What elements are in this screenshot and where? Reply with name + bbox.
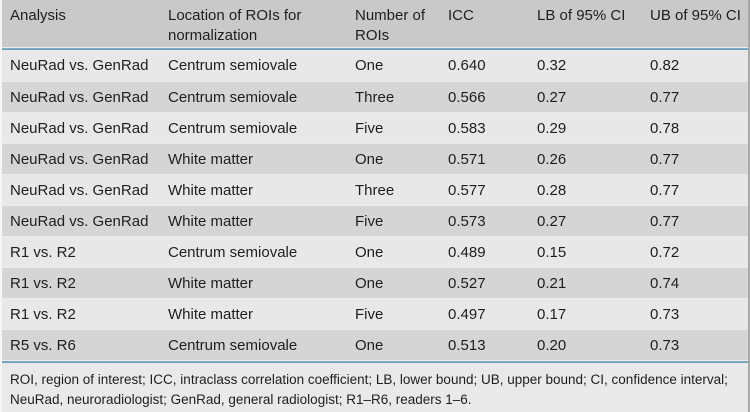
blue-divider-line — [0, 360, 750, 363]
cell-number-of-rois: One — [355, 50, 448, 81]
cell-location: Centrum semiovale — [168, 112, 355, 143]
cell-analysis: NeuRad vs. GenRad — [0, 174, 168, 205]
cell-analysis: NeuRad vs. GenRad — [0, 205, 168, 236]
cell-location: Centrum semiovale — [168, 329, 355, 360]
cell-ub-ci: 0.73 — [650, 329, 750, 360]
cell-ub-ci: 0.77 — [650, 81, 750, 112]
table-row: R5 vs. R6 Centrum semiovale One 0.513 0.… — [0, 329, 750, 360]
cell-analysis: NeuRad vs. GenRad — [0, 81, 168, 112]
cell-number-of-rois: Three — [355, 174, 448, 205]
cell-icc: 0.566 — [448, 81, 537, 112]
cell-icc: 0.527 — [448, 267, 537, 298]
cell-number-of-rois: Three — [355, 81, 448, 112]
cell-number-of-rois: One — [355, 329, 448, 360]
table-row: R1 vs. R2 White matter One 0.527 0.21 0.… — [0, 267, 750, 298]
table-header: Analysis Location of ROIs for normalizat… — [0, 0, 750, 50]
data-table: Analysis Location of ROIs for normalizat… — [0, 0, 750, 363]
cell-ub-ci: 0.74 — [650, 267, 750, 298]
cell-ub-ci: 0.77 — [650, 143, 750, 174]
cell-ub-ci: 0.77 — [650, 174, 750, 205]
table-footnote: ROI, region of interest; ICC, intraclass… — [0, 363, 750, 412]
cell-lb-ci: 0.26 — [537, 143, 650, 174]
cell-location: Centrum semiovale — [168, 50, 355, 81]
cell-lb-ci: 0.17 — [537, 298, 650, 329]
cell-icc: 0.513 — [448, 329, 537, 360]
table-row: NeuRad vs. GenRad Centrum semiovale Five… — [0, 112, 750, 143]
cell-lb-ci: 0.20 — [537, 329, 650, 360]
table-row: NeuRad vs. GenRad White matter Five 0.57… — [0, 205, 750, 236]
cell-icc: 0.497 — [448, 298, 537, 329]
cell-icc: 0.573 — [448, 205, 537, 236]
cell-location: White matter — [168, 174, 355, 205]
cell-analysis: NeuRad vs. GenRad — [0, 143, 168, 174]
table-row: R1 vs. R2 Centrum semiovale One 0.489 0.… — [0, 236, 750, 267]
cell-location: White matter — [168, 267, 355, 298]
cell-lb-ci: 0.21 — [537, 267, 650, 298]
cell-number-of-rois: Five — [355, 112, 448, 143]
column-header-number-of-rois: Number of ROIs — [355, 0, 448, 47]
cell-icc: 0.577 — [448, 174, 537, 205]
cell-analysis: R5 vs. R6 — [0, 329, 168, 360]
column-header-lb-ci: LB of 95% CI — [537, 0, 650, 47]
table-row: R1 vs. R2 White matter Five 0.497 0.17 0… — [0, 298, 750, 329]
cell-number-of-rois: One — [355, 236, 448, 267]
cell-location: White matter — [168, 298, 355, 329]
header-divider — [0, 47, 750, 50]
column-header-location: Location of ROIs for normalization — [168, 0, 355, 47]
cell-number-of-rois: One — [355, 267, 448, 298]
footer-divider — [0, 360, 750, 363]
column-header-ub-ci: UB of 95% CI — [650, 0, 750, 47]
cell-location: Centrum semiovale — [168, 81, 355, 112]
cell-icc: 0.640 — [448, 50, 537, 81]
table-row: NeuRad vs. GenRad Centrum semiovale One … — [0, 50, 750, 81]
cell-ub-ci: 0.78 — [650, 112, 750, 143]
cell-number-of-rois: Five — [355, 298, 448, 329]
table-row: NeuRad vs. GenRad White matter Three 0.5… — [0, 174, 750, 205]
cell-analysis: NeuRad vs. GenRad — [0, 50, 168, 81]
table-body: NeuRad vs. GenRad Centrum semiovale One … — [0, 50, 750, 360]
cell-number-of-rois: One — [355, 143, 448, 174]
cell-ub-ci: 0.73 — [650, 298, 750, 329]
cell-location: White matter — [168, 205, 355, 236]
table-row: NeuRad vs. GenRad White matter One 0.571… — [0, 143, 750, 174]
cell-location: Centrum semiovale — [168, 236, 355, 267]
cell-icc: 0.583 — [448, 112, 537, 143]
cell-lb-ci: 0.27 — [537, 205, 650, 236]
cell-analysis: R1 vs. R2 — [0, 298, 168, 329]
header-row: Analysis Location of ROIs for normalizat… — [0, 0, 750, 47]
cell-analysis: NeuRad vs. GenRad — [0, 112, 168, 143]
cell-ub-ci: 0.72 — [650, 236, 750, 267]
table-row: NeuRad vs. GenRad Centrum semiovale Thre… — [0, 81, 750, 112]
cell-ub-ci: 0.82 — [650, 50, 750, 81]
blue-divider-line — [0, 47, 750, 50]
cell-lb-ci: 0.15 — [537, 236, 650, 267]
cell-analysis: R1 vs. R2 — [0, 267, 168, 298]
cell-lb-ci: 0.27 — [537, 81, 650, 112]
column-header-icc: ICC — [448, 0, 537, 47]
cell-location: White matter — [168, 143, 355, 174]
cell-ub-ci: 0.77 — [650, 205, 750, 236]
column-header-analysis: Analysis — [0, 0, 168, 47]
cell-analysis: R1 vs. R2 — [0, 236, 168, 267]
cell-icc: 0.489 — [448, 236, 537, 267]
cell-lb-ci: 0.29 — [537, 112, 650, 143]
cell-icc: 0.571 — [448, 143, 537, 174]
cell-lb-ci: 0.28 — [537, 174, 650, 205]
cell-lb-ci: 0.32 — [537, 50, 650, 81]
cell-number-of-rois: Five — [355, 205, 448, 236]
